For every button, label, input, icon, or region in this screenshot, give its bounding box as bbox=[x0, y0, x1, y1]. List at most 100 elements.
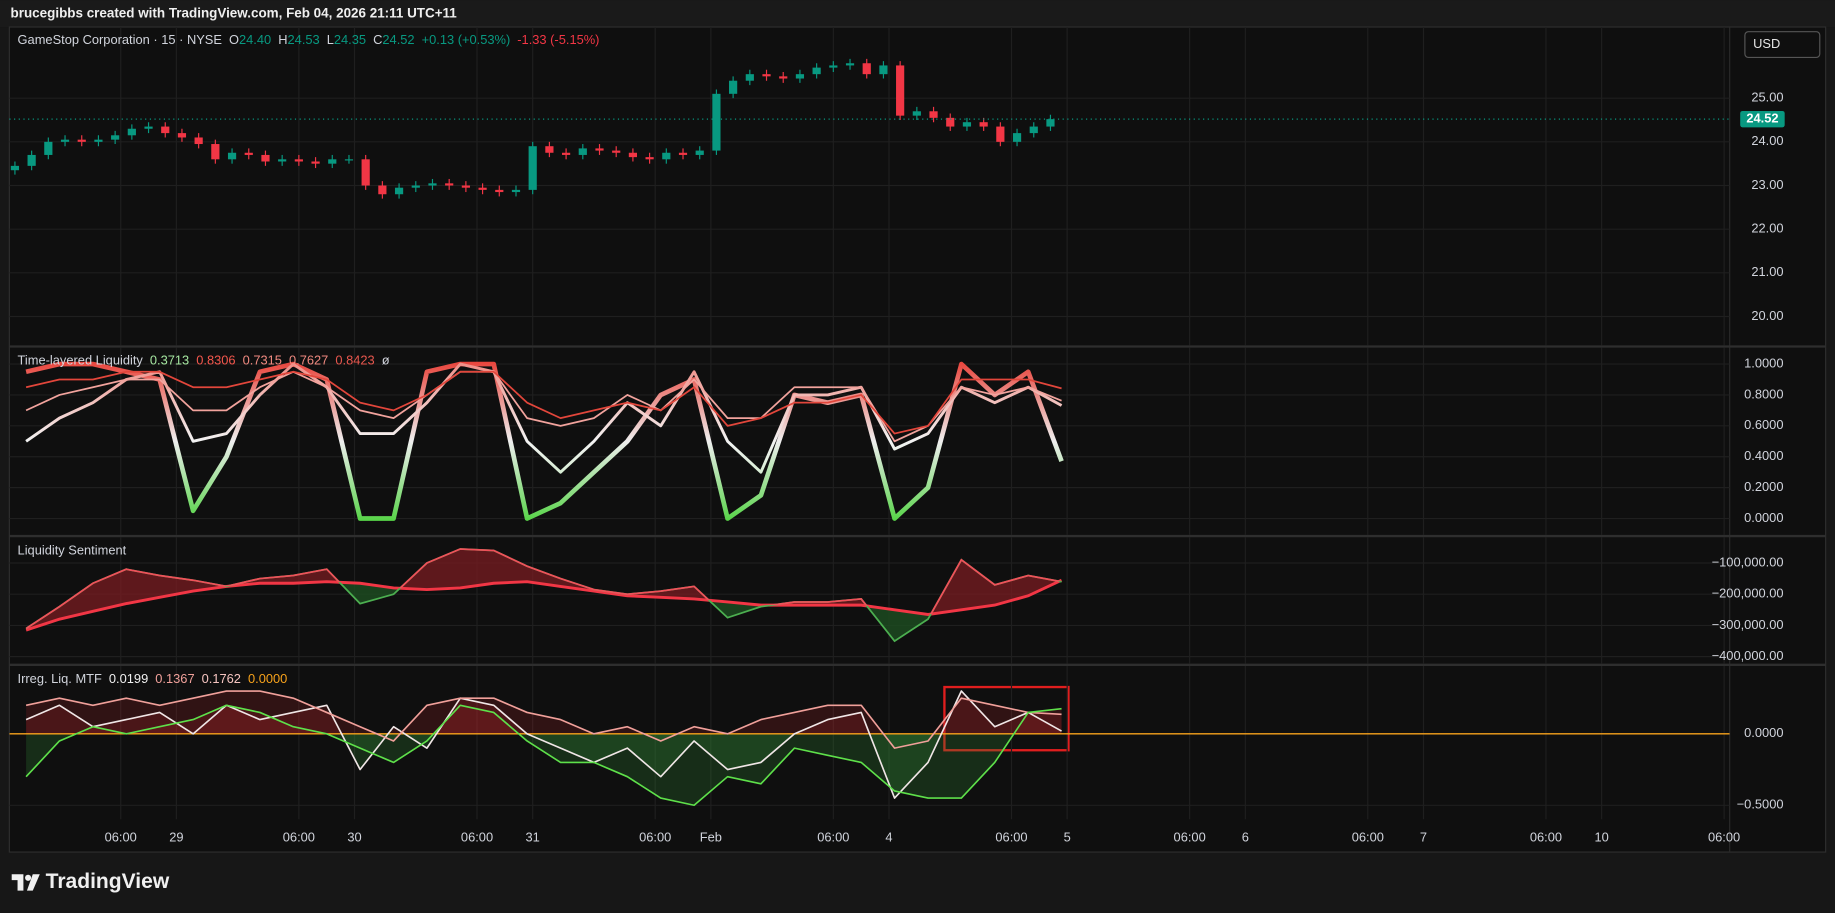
x-tick-label: 06:00 bbox=[105, 829, 137, 844]
y-tick-label: −300,000.00 bbox=[1712, 617, 1784, 632]
candle-body bbox=[612, 150, 621, 153]
candle-body bbox=[227, 152, 237, 160]
candle-body bbox=[361, 159, 370, 186]
candle-body bbox=[111, 135, 120, 140]
candle-body bbox=[862, 63, 871, 75]
brand-name: TradingView bbox=[46, 870, 170, 893]
pane-header: Irreg. Liq. MTF 0.0199 0.1367 0.1762 0.0000 bbox=[18, 671, 288, 686]
brand-logo bbox=[11, 874, 40, 891]
readout-label: L bbox=[327, 32, 334, 47]
x-tick-label: 30 bbox=[347, 829, 361, 844]
plot-area bbox=[9, 690, 1730, 807]
candle-body bbox=[879, 65, 888, 75]
y-tick-label: −200,000.00 bbox=[1712, 586, 1784, 601]
candle-body bbox=[929, 111, 938, 118]
candle-body bbox=[662, 152, 671, 160]
readout-value: 0.8423 bbox=[335, 353, 374, 368]
candle-body bbox=[962, 122, 972, 127]
candle-body bbox=[10, 165, 20, 171]
x-tick-label: 06:00 bbox=[1352, 829, 1384, 844]
candle-body bbox=[411, 185, 420, 188]
readout-label: C bbox=[373, 32, 382, 47]
osc-fill-above bbox=[76, 705, 1062, 734]
readout-value: 24.53 bbox=[288, 32, 320, 47]
candle-body bbox=[996, 126, 1005, 142]
candle-body bbox=[394, 187, 404, 195]
y-tick-label: 0.6000 bbox=[1744, 417, 1783, 432]
y-tick-label: −400,000.00 bbox=[1712, 648, 1784, 663]
pane-title: GameStop Corporation · 15 · NYSE bbox=[18, 32, 223, 47]
candle-body bbox=[261, 154, 270, 162]
credit-bar bbox=[0, 0, 1835, 28]
x-tick-label: 5 bbox=[1064, 829, 1071, 844]
candle-body bbox=[946, 117, 955, 127]
x-tick-label: 29 bbox=[169, 829, 183, 844]
readout-value: 0.1762 bbox=[202, 671, 241, 686]
y-tick-label: 1.0000 bbox=[1744, 355, 1783, 370]
x-tick-label: 7 bbox=[1420, 829, 1427, 844]
candle-body bbox=[912, 111, 921, 116]
y-tick-label: 22.00 bbox=[1751, 221, 1783, 236]
last-price-badge bbox=[1740, 110, 1785, 128]
osc-line bbox=[25, 704, 1062, 807]
candle-body bbox=[712, 93, 721, 151]
last-price-label: 24.52 bbox=[1746, 111, 1778, 126]
x-tick-label: 06:00 bbox=[461, 829, 493, 844]
candle-body bbox=[511, 189, 521, 193]
candle-body bbox=[628, 152, 638, 158]
candle-body bbox=[495, 189, 504, 193]
candle-body bbox=[762, 74, 771, 77]
candle-body bbox=[77, 139, 86, 142]
readout-value: 0.7315 bbox=[243, 353, 282, 368]
candle-body bbox=[729, 80, 738, 94]
candle-body bbox=[294, 159, 303, 162]
y-tick-label: 0.0000 bbox=[1744, 510, 1783, 525]
candle-body bbox=[144, 126, 153, 129]
readout-value: 0.7627 bbox=[289, 353, 328, 368]
credit-text: brucegibbs created with TradingView.com,… bbox=[11, 6, 458, 21]
x-tick-label: Feb bbox=[700, 829, 722, 844]
candle-body bbox=[328, 159, 337, 164]
candle-body bbox=[378, 185, 387, 195]
candle-body bbox=[528, 146, 537, 190]
candle-body bbox=[562, 152, 571, 155]
candle-body bbox=[177, 133, 187, 138]
candle-body bbox=[745, 74, 754, 81]
y-tick-label: 0.0000 bbox=[1744, 725, 1783, 740]
osc-line bbox=[25, 690, 1062, 749]
x-tick-label: 06:00 bbox=[817, 829, 849, 844]
readout-value: 0.3713 bbox=[150, 353, 189, 368]
overlays: GameStop Corporation · 15 · NYSE O24.40 H2… bbox=[18, 32, 600, 686]
change-readout: +0.13 (+0.53%) bbox=[422, 32, 511, 47]
pane-title: Time-layered Liquidity bbox=[18, 353, 144, 368]
candle-body bbox=[1029, 126, 1038, 134]
y-tick-label: −100,000.00 bbox=[1712, 554, 1784, 569]
change-readout: -1.33 (-5.15%) bbox=[517, 32, 599, 47]
candle-body bbox=[60, 139, 70, 142]
candle-body bbox=[44, 141, 53, 155]
candle-body bbox=[445, 183, 454, 186]
readout-value: 0.8306 bbox=[196, 353, 235, 368]
x-tick-label: 06:00 bbox=[283, 829, 315, 844]
plot-area bbox=[25, 361, 1064, 521]
currency-label: USD bbox=[1753, 36, 1780, 51]
candle-body bbox=[979, 122, 988, 127]
candle-body bbox=[461, 185, 470, 188]
candle-body bbox=[478, 187, 487, 190]
candle-body bbox=[645, 157, 654, 160]
candle-body bbox=[94, 139, 103, 142]
y-tick-label: −0.5000 bbox=[1737, 797, 1784, 812]
indicator-line bbox=[25, 370, 1062, 443]
candle-body bbox=[278, 159, 287, 162]
indicator-line bbox=[25, 362, 1063, 474]
currency-button[interactable] bbox=[1744, 31, 1821, 59]
candle-body bbox=[161, 126, 170, 134]
indicator-line bbox=[25, 370, 1062, 435]
candle-body bbox=[1046, 119, 1055, 127]
x-tick-label: 10 bbox=[1594, 829, 1608, 844]
candle-body bbox=[829, 65, 838, 68]
candle-body bbox=[1012, 133, 1022, 142]
fast-line-highlight bbox=[26, 548, 1062, 631]
